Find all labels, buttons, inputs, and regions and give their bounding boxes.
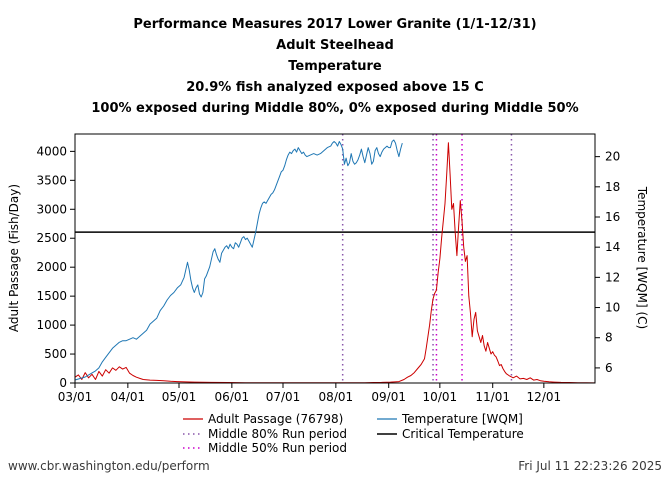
y-tick-label: 500 xyxy=(44,347,67,361)
y-tick-label: 1000 xyxy=(36,318,67,332)
x-tick-label: 06/01 xyxy=(215,390,250,404)
title-line-3: Temperature xyxy=(288,59,382,74)
y-axis-right: 6 8 10 12 14 16 18 20 xyxy=(595,150,620,375)
y-axis-label: Adult Passage (Fish/Day) xyxy=(7,184,21,332)
y2-tick-label: 6 xyxy=(605,361,613,375)
y-tick-label: 3500 xyxy=(36,173,67,187)
y2-tick-label: 10 xyxy=(605,301,620,315)
y-tick-label: 3000 xyxy=(36,202,67,216)
legend: Adult Passage (76798) Temperature [WQM] … xyxy=(183,412,524,455)
y2-tick-label: 18 xyxy=(605,180,620,194)
x-tick-label: 12/01 xyxy=(527,390,562,404)
footer-timestamp: Fri Jul 11 22:23:26 2025 xyxy=(518,459,662,473)
x-tick-label: 04/01 xyxy=(111,390,146,404)
title-line-4: 20.9% fish analyzed exposed above 15 C xyxy=(186,80,484,95)
y2-tick-label: 16 xyxy=(605,210,620,224)
y-tick-label: 1500 xyxy=(36,289,67,303)
plot-area xyxy=(74,134,596,384)
legend-label-middle50: Middle 50% Run period xyxy=(208,441,347,455)
y-tick-label: 2000 xyxy=(36,260,67,274)
legend-label-passage: Adult Passage (76798) xyxy=(208,412,343,426)
x-axis: 03/01 04/01 05/01 06/01 07/01 08/01 09/01 10/01… xyxy=(58,383,561,404)
footer-url: www.cbr.washington.edu/perform xyxy=(8,459,210,473)
y-tick-label: 0 xyxy=(59,376,67,390)
y2-tick-label: 14 xyxy=(605,240,620,254)
y2-tick-label: 12 xyxy=(605,270,620,284)
y2-tick-label: 20 xyxy=(605,150,620,164)
temperature-series-line xyxy=(74,139,403,381)
x-tick-label: 05/01 xyxy=(162,390,197,404)
x-tick-label: 09/01 xyxy=(371,390,406,404)
title-line-1: Performance Measures 2017 Lower Granite … xyxy=(133,17,536,32)
passage-series-line xyxy=(74,142,596,384)
x-tick-label: 11/01 xyxy=(475,390,510,404)
title-line-5: 100% exposed during Middle 80%, 0% expos… xyxy=(91,101,578,116)
x-tick-label: 03/01 xyxy=(58,390,93,404)
x-tick-label: 08/01 xyxy=(319,390,354,404)
y-tick-label: 4000 xyxy=(36,144,67,158)
chart-title: Performance Measures 2017 Lower Granite … xyxy=(91,17,578,116)
legend-label-critical: Critical Temperature xyxy=(402,427,524,441)
title-line-2: Adult Steelhead xyxy=(276,38,394,53)
y2-tick-label: 8 xyxy=(605,331,613,345)
x-tick-label: 10/01 xyxy=(423,390,458,404)
y-tick-label: 2500 xyxy=(36,231,67,245)
x-tick-label: 07/01 xyxy=(266,390,301,404)
legend-label-middle80: Middle 80% Run period xyxy=(208,427,347,441)
plot-frame xyxy=(74,133,596,384)
legend-label-temperature: Temperature [WQM] xyxy=(401,412,523,426)
y2-axis-label: Temperature [WQM] (C) xyxy=(635,186,649,329)
y-axis-left: 0 500 1000 1500 2000 2500 3000 3500 4000 xyxy=(36,144,75,390)
